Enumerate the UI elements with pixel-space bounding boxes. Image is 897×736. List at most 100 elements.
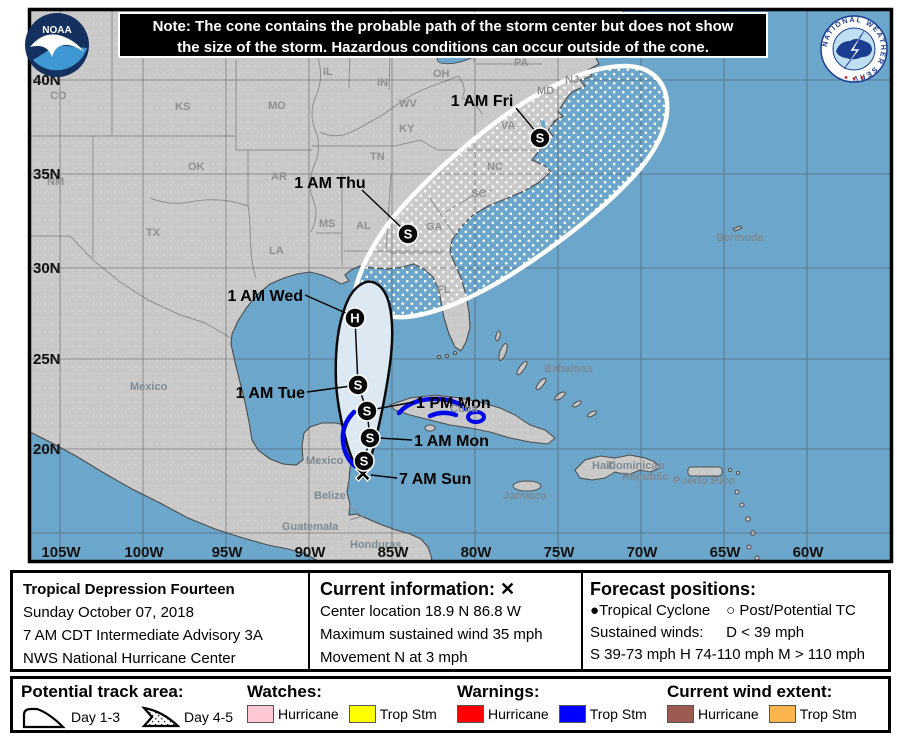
svg-text:VA: VA — [501, 120, 516, 132]
forecast-point-markers: ✕ S S S S H S — [344, 127, 551, 487]
svg-text:Mexico: Mexico — [130, 381, 168, 393]
svg-text:90W: 90W — [295, 544, 327, 561]
svg-text:Republic: Republic — [622, 471, 668, 483]
hurricane-watch-swatch — [247, 705, 274, 723]
svg-text:IL: IL — [323, 66, 333, 78]
svg-text:30N: 30N — [33, 260, 61, 277]
svg-text:FL: FL — [437, 284, 451, 296]
svg-text:PA: PA — [514, 57, 529, 69]
forecast-point-marker: S — [356, 400, 378, 422]
wind-extent-title: Current wind extent: — [667, 682, 833, 701]
svg-text:WV: WV — [399, 98, 417, 110]
current-info-title: Current information: ✕ — [320, 579, 516, 599]
svg-text:MO: MO — [268, 100, 286, 112]
svg-text:60W: 60W — [793, 544, 825, 561]
svg-text:7 AM Sun: 7 AM Sun — [399, 471, 471, 488]
forecast-positions-column: Forecast positions: ●Tropical Cyclone ○ … — [581, 573, 888, 669]
tropstm-watch-swatch — [348, 705, 376, 723]
cone-note-box: Note: The cone contains the probable pat… — [118, 12, 768, 58]
day13-label: Day 1-3 — [71, 709, 121, 725]
post-potential-label: Post/Potential TC — [739, 602, 856, 619]
svg-text:KY: KY — [399, 123, 415, 135]
noaa-logo: NOAA — [25, 13, 89, 77]
svg-text:TN: TN — [370, 151, 385, 163]
wind-extent-section: Current wind extent: Hurricane Trop Stm — [667, 682, 867, 723]
nws-logo: NATIONAL WEATHER SERVICE — [820, 15, 888, 83]
warnings-title: Warnings: — [457, 682, 540, 701]
storm-id-column: Tropical Depression Fourteen Sunday Octo… — [13, 573, 308, 669]
svg-text:AR: AR — [271, 171, 287, 183]
cone-day45 — [351, 63, 670, 320]
svg-text:Honduras: Honduras — [350, 539, 401, 551]
tropstm-warning-swatch — [558, 705, 586, 723]
label-leader-lines — [304, 107, 537, 479]
svg-text:Dominican: Dominican — [608, 460, 665, 472]
svg-text:CO: CO — [50, 90, 67, 102]
svg-text:NJ: NJ — [565, 74, 579, 86]
svg-text:Belize: Belize — [314, 490, 346, 502]
svg-text:NM: NM — [47, 176, 64, 188]
svg-text:75W: 75W — [544, 544, 576, 561]
tropical-cyclone-label: Tropical Cyclone — [599, 602, 711, 619]
day45-label: Day 4-5 — [184, 709, 234, 725]
forecast-point-marker: S — [397, 223, 419, 245]
svg-text:35N: 35N — [33, 166, 61, 183]
latitude-labels: 40N 35N 30N 25N 20N — [33, 72, 61, 458]
svg-text:Mexico: Mexico — [306, 455, 344, 467]
center-location: Center location 18.9 N 86.8 W — [320, 603, 521, 620]
svg-text:1 AM Thu: 1 AM Thu — [294, 175, 365, 192]
svg-text:OK: OK — [188, 161, 205, 173]
svg-text:1 AM Wed: 1 AM Wed — [227, 288, 303, 305]
potential-track-area-section: Potential track area: Day 1-3 Day 4-5 — [21, 682, 243, 729]
post-potential-circle-icon: ○ — [726, 602, 736, 619]
svg-text:105W: 105W — [41, 544, 81, 561]
svg-text:S: S — [366, 431, 375, 446]
svg-text:S: S — [404, 227, 413, 242]
svg-text:H: H — [350, 311, 359, 326]
svg-text:25N: 25N — [33, 351, 61, 368]
svg-text:S: S — [354, 378, 363, 393]
svg-text:20N: 20N — [33, 441, 61, 458]
svg-text:Bermuda: Bermuda — [716, 232, 765, 244]
advisory-date: Sunday October 07, 2018 — [23, 604, 194, 621]
wind-category-d: D < 39 mph — [726, 624, 805, 641]
svg-text:NOAA: NOAA — [42, 25, 71, 36]
svg-text:1 AM Mon: 1 AM Mon — [414, 433, 489, 450]
hurricane-warning-swatch — [457, 705, 484, 723]
max-sustained-wind: Maximum sustained wind 35 mph — [320, 626, 543, 643]
place-labels: Mexico Mexico Bermuda Bahamas Cuba Jamai… — [130, 232, 765, 551]
svg-text:AL: AL — [356, 220, 371, 232]
svg-text:Puerto Rico: Puerto Rico — [673, 475, 735, 487]
svg-text:Jamaica: Jamaica — [503, 490, 547, 502]
svg-text:95W: 95W — [212, 544, 244, 561]
svg-text:65W: 65W — [710, 544, 742, 561]
hurricane-extent-swatch — [667, 705, 694, 723]
hurricane-extent-label: Hurricane — [698, 706, 759, 722]
storm-name: Tropical Depression Fourteen — [23, 581, 235, 598]
longitude-labels: 105W 100W 95W 90W 85W 80W 75W 70W 65W 60… — [41, 544, 825, 561]
watches-section: Watches: Hurricane Trop Stm — [247, 682, 447, 723]
svg-text:1 AM Tue: 1 AM Tue — [236, 385, 305, 402]
tropstm-extent-swatch — [768, 705, 796, 723]
day13-cone-icon — [22, 707, 66, 729]
svg-text:1 PM Mon: 1 PM Mon — [416, 395, 491, 412]
svg-text:100W: 100W — [124, 544, 164, 561]
forecast-point-marker: S — [359, 427, 381, 449]
tropical-cyclone-dot-icon: ● — [590, 602, 600, 619]
svg-text:85W: 85W — [378, 544, 410, 561]
svg-text:OH: OH — [433, 68, 450, 80]
current-info-column: Current information: ✕ Center location 1… — [308, 573, 581, 669]
svg-text:Guatemala: Guatemala — [282, 521, 339, 533]
warnings-section: Warnings: Hurricane Trop Stm — [457, 682, 657, 723]
tropstm-warning-label: Trop Stm — [589, 706, 647, 722]
map-frame — [27, 7, 894, 564]
advisory-info-panel: Tropical Depression Fourteen Sunday Octo… — [10, 570, 891, 672]
svg-text:MS: MS — [319, 218, 336, 230]
tropical-storm-warning-segments — [340, 396, 486, 469]
advisory-number: 7 AM CDT Intermediate Advisory 3A — [23, 627, 263, 644]
issuing-agency: NWS National Hurricane Center — [23, 650, 236, 667]
svg-text:Haiti: Haiti — [592, 460, 616, 472]
svg-text:S: S — [536, 131, 545, 146]
legend-panel: Potential track area: Day 1-3 Day 4-5 Wa… — [10, 676, 891, 733]
